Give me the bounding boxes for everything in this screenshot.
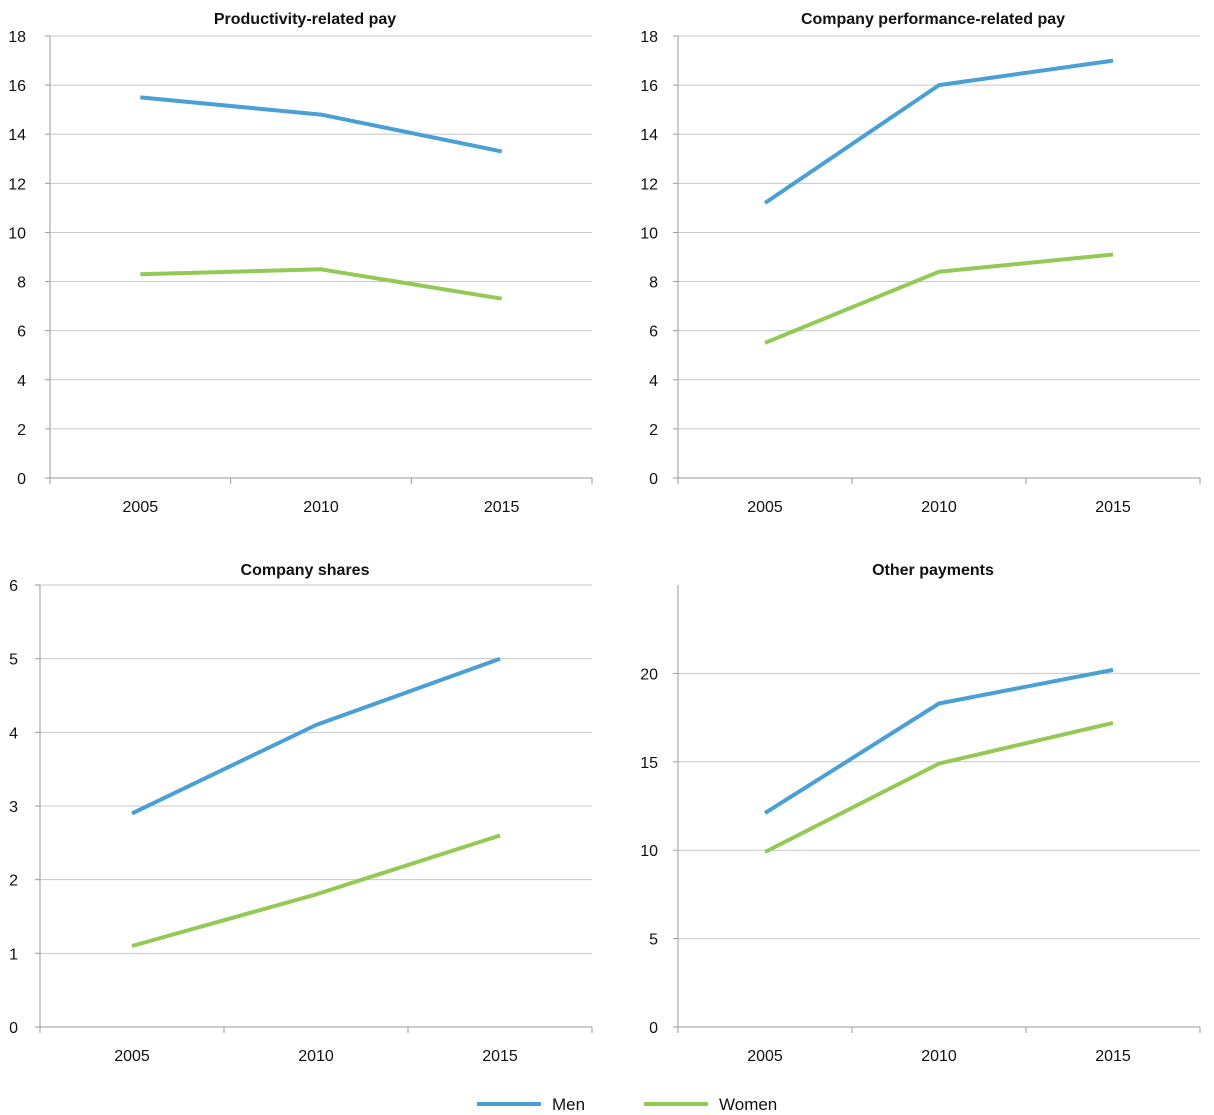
y-tick-label: 10 — [640, 843, 658, 860]
series-line-women — [131, 833, 501, 948]
series-line-women — [764, 720, 1114, 854]
legend-label-women: Women — [719, 1095, 777, 1114]
chart-panel: Company performance-related pay 0 2 4 6 8 10 12… — [640, 11, 1201, 516]
legend-label-men: Men — [552, 1095, 585, 1114]
y-tick-label: 5 — [9, 652, 18, 669]
x-tick-label: 2005 — [747, 499, 783, 516]
y-tick-label: 6 — [9, 578, 18, 595]
y-tick-label: 6 — [17, 324, 26, 341]
y-tick-label: 0 — [649, 471, 658, 488]
chart-title: Productivity-related pay — [214, 11, 396, 28]
y-tick-label: 10 — [8, 225, 26, 242]
legend: Men Women — [477, 1095, 777, 1114]
series-line-women — [764, 252, 1114, 345]
y-tick-label: 6 — [649, 324, 658, 341]
x-tick-label: 2015 — [482, 1048, 518, 1065]
series-line-men — [131, 656, 501, 816]
y-tick-label: 0 — [9, 1020, 18, 1037]
y-tick-label: 10 — [640, 225, 658, 242]
x-tick-label: 2010 — [921, 499, 957, 516]
y-tick-label: 5 — [649, 932, 658, 949]
series-line-men — [763, 58, 1114, 205]
chart-title: Company performance-related pay — [801, 11, 1065, 28]
chart-panel: Company shares 0 1 2 3 4 5 6 2005 2010 2015 — [9, 562, 593, 1065]
y-tick-label: 16 — [8, 78, 26, 95]
x-tick-label: 2015 — [484, 499, 520, 516]
y-tick-label: 8 — [17, 275, 26, 292]
y-tick-label: 18 — [640, 29, 658, 46]
y-tick-label: 4 — [9, 725, 18, 742]
y-tick-label: 3 — [9, 799, 18, 816]
x-tick-label: 2005 — [747, 1048, 783, 1065]
chart-title: Company shares — [241, 562, 370, 579]
y-tick-label: 18 — [8, 29, 26, 46]
y-tick-label: 2 — [649, 422, 658, 439]
x-tick-label: 2010 — [921, 1048, 957, 1065]
y-tick-label: 14 — [8, 127, 26, 144]
y-tick-label: 20 — [640, 666, 658, 683]
x-tick-label: 2015 — [1095, 499, 1131, 516]
y-tick-label: 1 — [9, 946, 18, 963]
series-line-men — [763, 667, 1114, 815]
y-tick-label: 4 — [649, 373, 658, 390]
y-tick-label: 4 — [17, 373, 26, 390]
chart-panel: Productivity-related pay 0 2 4 6 8 10 12 14 16 18 2… — [8, 11, 593, 516]
series-line-women — [140, 267, 503, 301]
y-tick-label: 12 — [640, 176, 658, 193]
x-tick-label: 2005 — [123, 499, 159, 516]
y-tick-label: 0 — [17, 471, 26, 488]
x-tick-label: 2010 — [298, 1048, 334, 1065]
chart-title: Other payments — [872, 562, 994, 579]
x-tick-label: 2010 — [303, 499, 339, 516]
y-tick-label: 14 — [640, 127, 658, 144]
x-tick-label: 2005 — [114, 1048, 150, 1065]
series-line-men — [140, 95, 503, 154]
y-tick-label: 12 — [8, 176, 26, 193]
y-tick-label: 15 — [640, 755, 658, 772]
y-tick-label: 0 — [649, 1020, 658, 1037]
chart-panel: Other payments 0 5 10 15 20 2005 2010 2015 — [640, 562, 1201, 1065]
y-tick-label: 16 — [640, 78, 658, 95]
x-tick-label: 2015 — [1095, 1048, 1131, 1065]
y-tick-label: 2 — [17, 422, 26, 439]
y-tick-label: 8 — [649, 275, 658, 292]
y-tick-label: 2 — [9, 873, 18, 890]
